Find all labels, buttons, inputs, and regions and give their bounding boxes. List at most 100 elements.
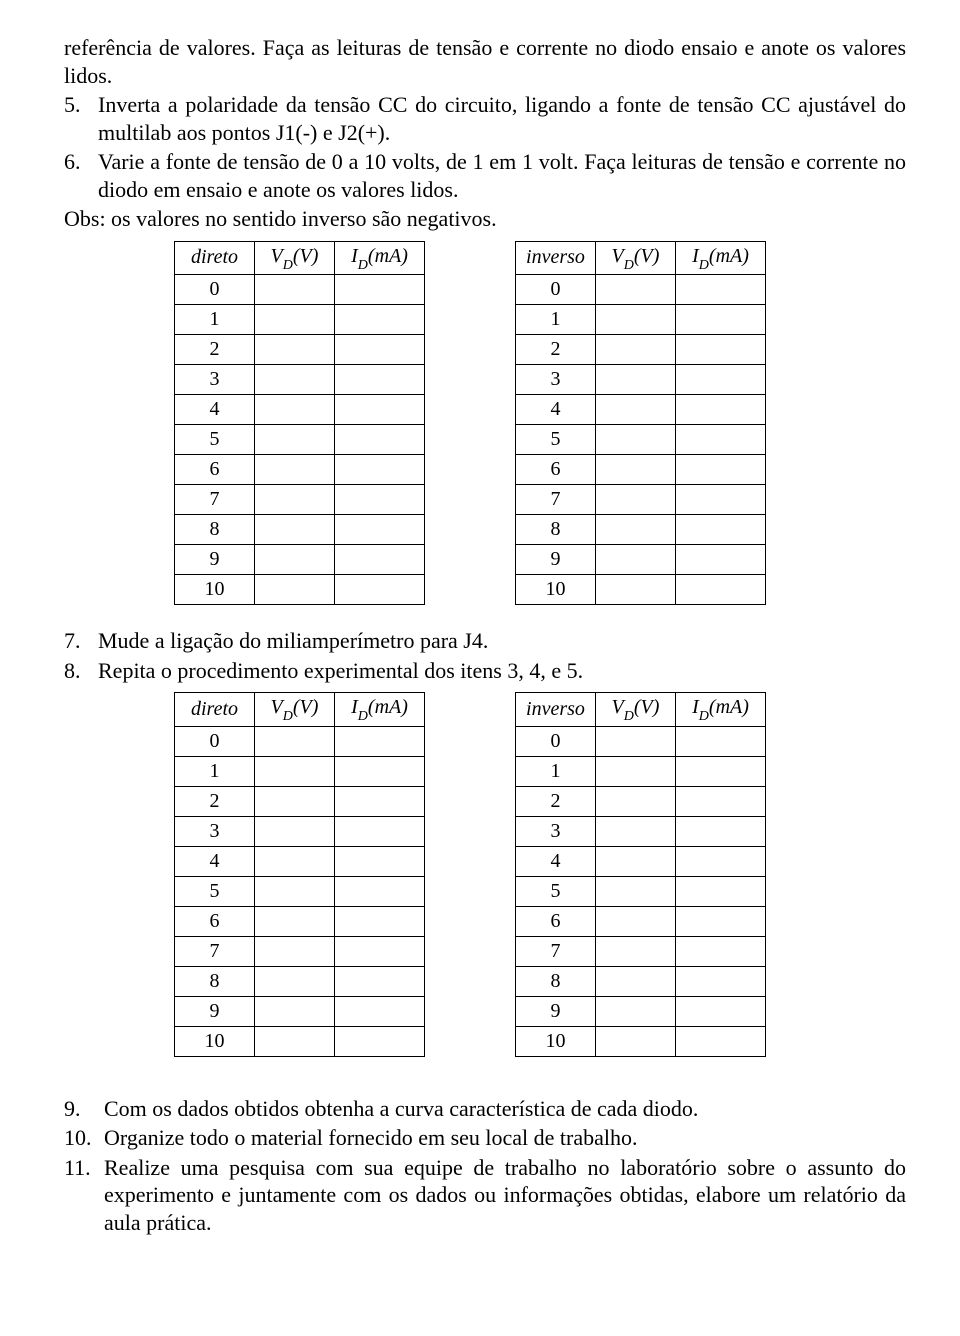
cell-index: 4 — [175, 395, 255, 425]
col-header-id: ID(mA) — [676, 693, 766, 727]
table-body: 0 1 2 3 4 5 6 7 8 9 10 — [175, 275, 425, 605]
cell-id — [676, 365, 766, 395]
cell-index: 4 — [516, 395, 596, 425]
cell-id — [676, 996, 766, 1026]
cell-vd — [255, 936, 335, 966]
cell-index: 9 — [175, 545, 255, 575]
table-row: 5 — [516, 425, 766, 455]
cell-index: 9 — [175, 996, 255, 1026]
cell-index: 9 — [516, 545, 596, 575]
item-number: 7. — [64, 627, 98, 655]
cell-index: 8 — [175, 515, 255, 545]
cell-index: 9 — [516, 996, 596, 1026]
table-direto-2: direto VD(V) ID(mA) 0 1 2 3 4 5 6 7 8 9 … — [174, 692, 425, 1057]
cell-id — [335, 936, 425, 966]
table-row: 9 — [175, 545, 425, 575]
item-text: Repita o procedimento experimental dos i… — [98, 657, 906, 685]
cell-vd — [596, 936, 676, 966]
cell-vd — [596, 726, 676, 756]
cell-vd — [596, 876, 676, 906]
cell-index: 4 — [175, 846, 255, 876]
item-text: Organize todo o material fornecido em se… — [104, 1124, 906, 1152]
cell-index: 10 — [175, 1026, 255, 1056]
cell-index: 2 — [175, 786, 255, 816]
cell-vd — [596, 575, 676, 605]
cell-index: 3 — [516, 816, 596, 846]
cell-id — [676, 455, 766, 485]
cell-id — [676, 305, 766, 335]
cell-index: 6 — [175, 455, 255, 485]
list-item-6: 6. Varie a fonte de tensão de 0 a 10 vol… — [64, 148, 906, 203]
cell-vd — [596, 485, 676, 515]
cell-vd — [255, 846, 335, 876]
cell-vd — [596, 756, 676, 786]
cell-index: 6 — [516, 455, 596, 485]
list-item-11: 11. Realize uma pesquisa com sua equipe … — [64, 1154, 906, 1237]
cell-id — [676, 515, 766, 545]
cell-id — [676, 846, 766, 876]
table-row: 8 — [175, 515, 425, 545]
cell-id — [676, 275, 766, 305]
table-row: 1 — [516, 305, 766, 335]
table-row: 10 — [175, 575, 425, 605]
col-header-mode: direto — [175, 693, 255, 727]
cell-vd — [596, 1026, 676, 1056]
cell-id — [676, 485, 766, 515]
cell-id — [335, 876, 425, 906]
cell-id — [335, 756, 425, 786]
cell-vd — [255, 365, 335, 395]
cell-id — [676, 335, 766, 365]
cell-id — [335, 275, 425, 305]
table-row: 6 — [516, 906, 766, 936]
cell-vd — [255, 425, 335, 455]
table-header-row: direto VD(V) ID(mA) — [175, 241, 425, 275]
cell-vd — [596, 425, 676, 455]
cell-vd — [255, 966, 335, 996]
cell-vd — [255, 756, 335, 786]
cell-id — [335, 966, 425, 996]
cell-id — [335, 545, 425, 575]
cell-vd — [255, 485, 335, 515]
item-number: 10. — [64, 1124, 104, 1152]
item-text: Varie a fonte de tensão de 0 a 10 volts,… — [98, 148, 906, 203]
item-number: 11. — [64, 1154, 104, 1237]
table-row: 1 — [175, 305, 425, 335]
table-row: 1 — [516, 756, 766, 786]
table-row: 10 — [175, 1026, 425, 1056]
cell-index: 8 — [175, 966, 255, 996]
cell-id — [676, 966, 766, 996]
col-header-vd: VD(V) — [596, 241, 676, 275]
cell-vd — [596, 515, 676, 545]
table-row: 8 — [516, 515, 766, 545]
cell-id — [676, 395, 766, 425]
col-header-mode: inverso — [516, 241, 596, 275]
table-row: 5 — [175, 425, 425, 455]
cell-id — [335, 906, 425, 936]
cell-index: 2 — [516, 786, 596, 816]
cell-index: 7 — [516, 936, 596, 966]
cell-vd — [596, 365, 676, 395]
cell-id — [335, 395, 425, 425]
cell-id — [676, 816, 766, 846]
cell-id — [676, 726, 766, 756]
col-header-vd: VD(V) — [596, 693, 676, 727]
cell-id — [335, 996, 425, 1026]
cell-index: 5 — [175, 425, 255, 455]
list-item-10: 10. Organize todo o material fornecido e… — [64, 1124, 906, 1152]
cell-id — [676, 1026, 766, 1056]
cell-index: 3 — [175, 365, 255, 395]
table-inverso-1: inverso VD(V) ID(mA) 0 1 2 3 4 5 6 7 8 9… — [515, 241, 766, 606]
cell-index: 7 — [516, 485, 596, 515]
table-row: 2 — [516, 335, 766, 365]
bottom-list: 9. Com os dados obtidos obtenha a curva … — [64, 1095, 906, 1237]
table-row: 3 — [516, 816, 766, 846]
cell-id — [335, 365, 425, 395]
cell-id — [676, 756, 766, 786]
table-row: 4 — [175, 395, 425, 425]
cell-index: 7 — [175, 485, 255, 515]
cell-id — [335, 425, 425, 455]
table-row: 7 — [175, 485, 425, 515]
table-row: 9 — [175, 996, 425, 1026]
cell-vd — [255, 876, 335, 906]
intro-paragraph: referência de valores. Faça as leituras … — [64, 34, 906, 89]
